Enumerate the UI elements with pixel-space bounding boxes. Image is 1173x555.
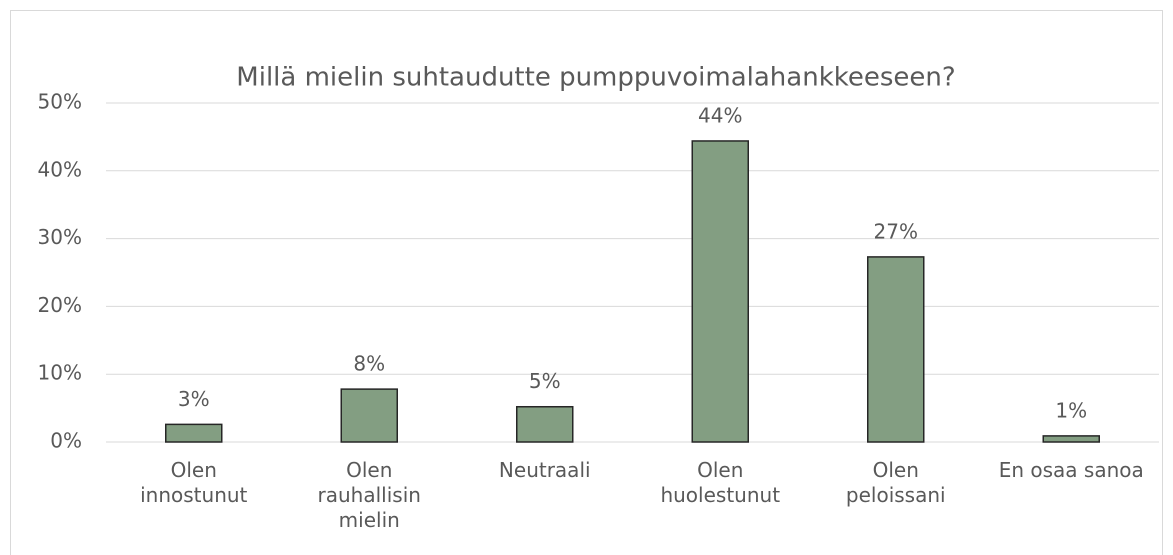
bar (867, 256, 925, 443)
value-label: 27% (874, 219, 918, 243)
bar (691, 140, 749, 443)
bar (516, 405, 574, 443)
bar (1042, 435, 1100, 443)
y-tick-label: 10% (38, 361, 82, 385)
value-label: 1% (1055, 398, 1087, 422)
bar (340, 388, 398, 443)
y-tick-label: 50% (38, 90, 82, 114)
value-label: 44% (698, 103, 742, 127)
y-tick-label: 30% (38, 225, 82, 249)
x-tick-label: Olen innostunut (140, 458, 248, 507)
x-tick-label: Olen huolestunut (660, 458, 781, 507)
chart-border (10, 10, 1163, 555)
bar (165, 423, 223, 443)
chart-title: Millä mielin suhtaudutte pumppuvoimalaha… (236, 63, 955, 93)
value-label: 5% (529, 369, 561, 393)
x-tick-label: Neutraali (498, 458, 591, 482)
x-tick-label: Olen rauhallisin mielin (317, 458, 421, 532)
value-label: 3% (178, 387, 210, 411)
value-label: 8% (353, 352, 385, 376)
x-tick-label: Olen peloissani (845, 458, 946, 507)
y-tick-label: 40% (38, 157, 82, 181)
x-tick-label: En osaa sanoa (998, 458, 1144, 482)
y-tick-label: 0% (50, 429, 82, 453)
y-tick-label: 20% (38, 293, 82, 317)
